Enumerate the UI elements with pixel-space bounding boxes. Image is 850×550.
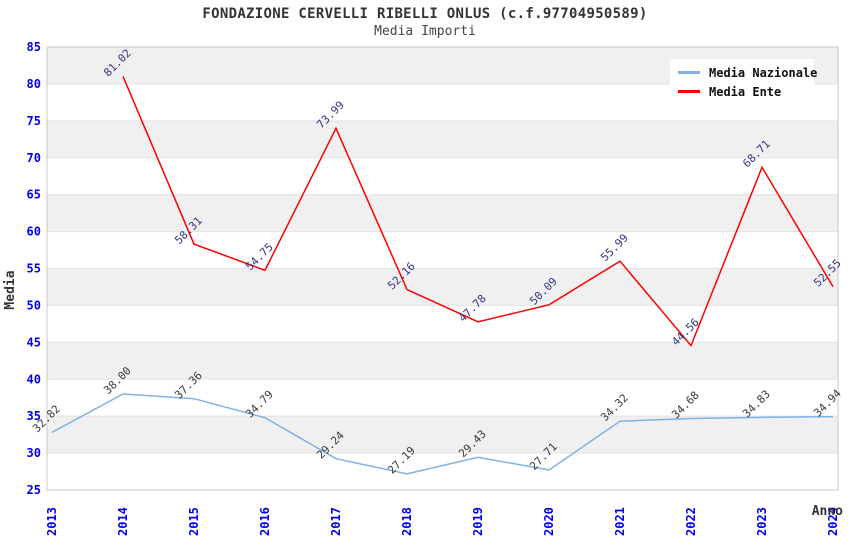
legend-line-sample-nazionale	[678, 71, 700, 74]
x-tick-label: 2021	[613, 507, 627, 536]
legend-label: Media Nazionale	[709, 65, 818, 80]
series-line-media-ente	[122, 76, 834, 348]
x-tick-label: 2020	[542, 507, 556, 536]
plot-border	[46, 46, 839, 491]
y-tick-label: 85	[27, 40, 41, 54]
y-tick-label: 45	[27, 335, 41, 349]
x-tick-label: 2024	[826, 507, 840, 536]
x-tick-label: 2015	[187, 507, 201, 536]
y-tick-label: 25	[27, 483, 41, 497]
y-tick-label: 30	[27, 446, 41, 460]
plot-band	[47, 120, 838, 158]
chart-title: FONDAZIONE CERVELLI RIBELLI ONLUS (c.f.9…	[202, 6, 648, 22]
legend-item-media-ente: Media Ente	[678, 82, 814, 101]
plot-band	[47, 453, 838, 490]
x-tick-label: 2013	[45, 507, 59, 536]
legend: Media Nazionale Media Ente	[670, 59, 818, 105]
y-tick-label: 40	[27, 372, 41, 386]
plot-band	[47, 157, 838, 195]
series-line-media-nazionale	[51, 393, 834, 475]
x-tick-label: 2016	[258, 507, 272, 536]
x-tick-label: 2022	[684, 507, 698, 536]
x-tick-label: 2019	[471, 507, 485, 536]
legend-line-sample-ente	[678, 90, 700, 93]
y-tick-label: 55	[27, 262, 41, 276]
plot-band	[47, 305, 838, 343]
y-tick-label: 70	[27, 151, 41, 165]
plot-band	[47, 231, 838, 269]
y-tick-label: 65	[27, 188, 41, 202]
chart-subtitle: Media Importi	[374, 24, 476, 39]
plot-band	[47, 342, 838, 380]
y-tick-label: 80	[27, 77, 41, 91]
x-axis-tick-labels: 2013 2014 2015 2016 2017 2018 2019 2020 2021 2022…	[45, 507, 840, 536]
x-tick-label: 2018	[400, 507, 414, 536]
y-tick-label: 35	[27, 409, 41, 423]
legend-item-media-nazionale: Media Nazionale	[678, 63, 818, 82]
y-axis-tick-labels: 25 30 35 40 45 50 55 60 65 70 75 80 85	[27, 40, 41, 497]
x-axis-title: Anno	[812, 504, 843, 519]
plot-bands	[47, 47, 838, 490]
x-tick-label: 2023	[755, 507, 769, 536]
series-lines	[51, 76, 834, 475]
y-tick-label: 60	[27, 225, 41, 239]
y-tick-label: 50	[27, 298, 41, 312]
y-axis-title: Media	[3, 270, 18, 309]
legend-label: Media Ente	[709, 84, 782, 99]
y-tick-label: 75	[27, 114, 41, 128]
x-tick-label: 2014	[116, 507, 130, 536]
x-tick-label: 2017	[329, 507, 343, 536]
plot-band	[47, 194, 838, 232]
plot-band	[47, 268, 838, 306]
plot-band	[47, 416, 838, 454]
plot-band	[47, 379, 838, 417]
